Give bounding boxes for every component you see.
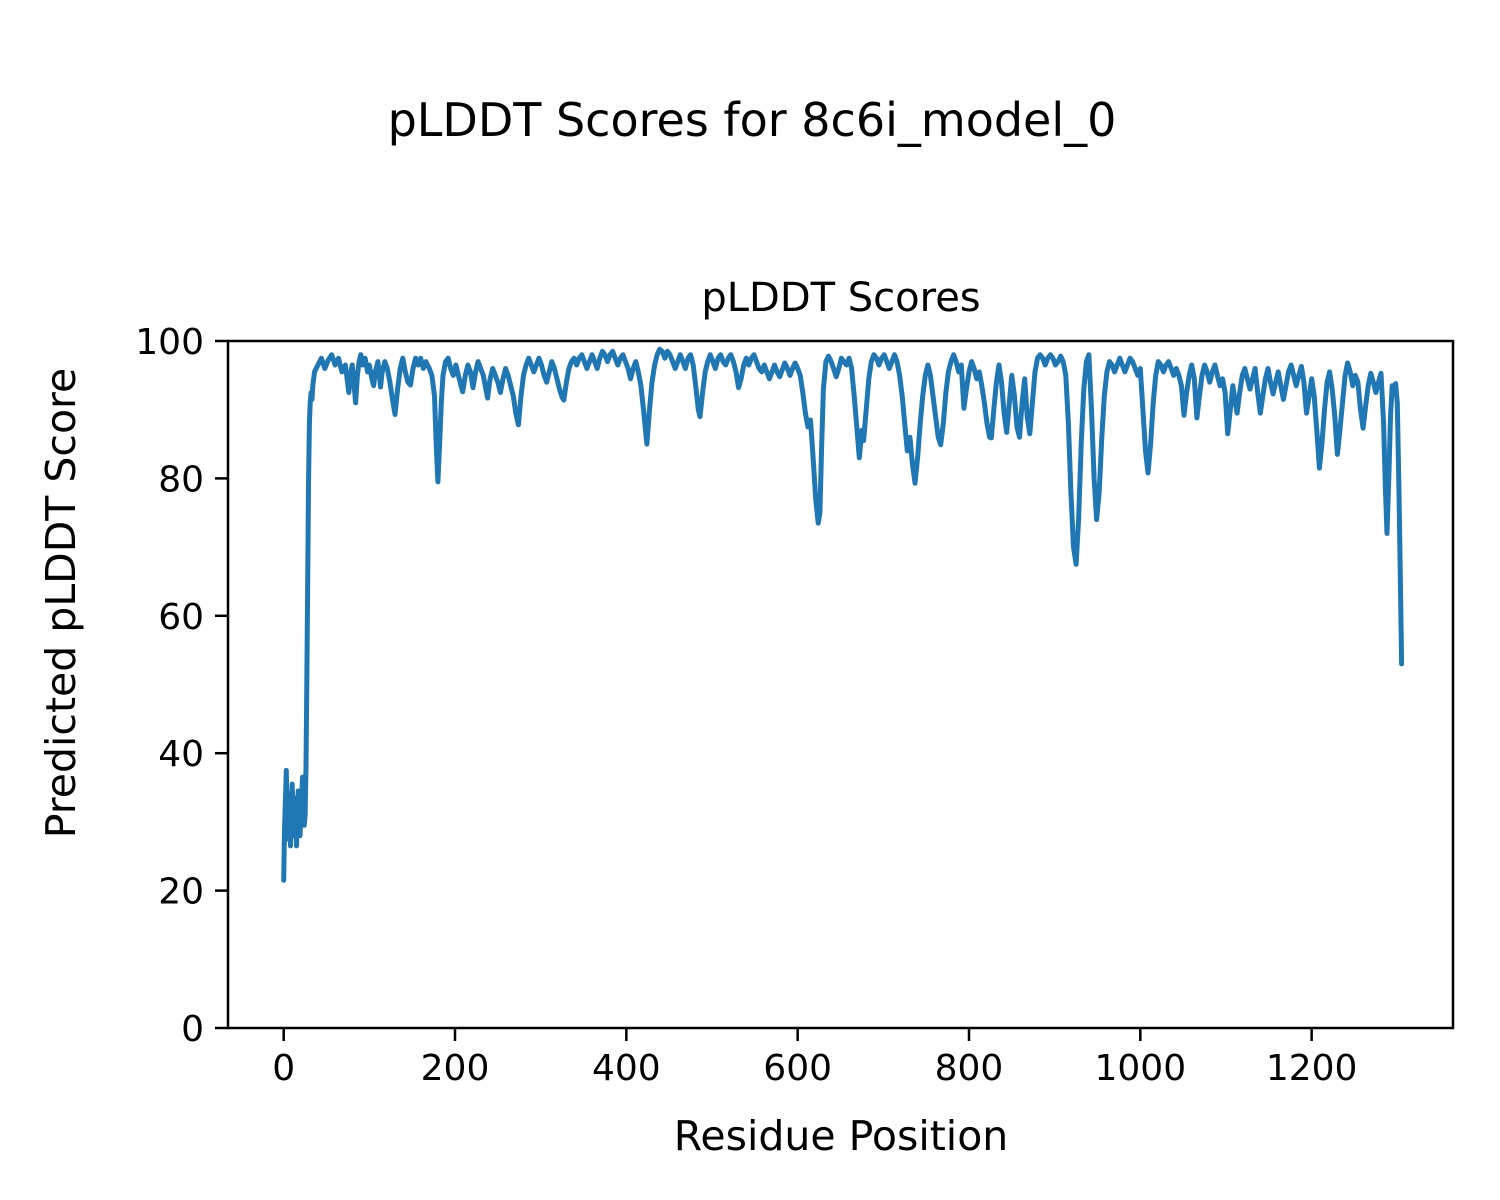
y-tick-label: 40 [158,734,204,775]
x-tick-label: 400 [592,1048,661,1089]
x-axis-ticks: 0 200 400 600 800 1000 1200 [272,1028,1357,1089]
figure-title: pLDDT Scores for 8c6i_model_0 [388,93,1117,147]
x-tick-label: 1000 [1095,1048,1187,1089]
x-tick-label: 200 [421,1048,490,1089]
y-axis-label: Predicted pLDDT Score [37,368,85,838]
plddt-line [281,346,1405,883]
x-axis-label: Residue Position [674,1112,1009,1160]
x-tick-label: 0 [272,1048,295,1089]
y-tick-label: 20 [158,872,204,913]
plot-frame [226,339,1455,1030]
y-tick-label: 60 [158,597,204,638]
x-tick-label: 800 [935,1048,1004,1089]
y-tick-label: 80 [158,459,204,500]
x-tick-label: 600 [763,1048,832,1089]
y-axis-ticks: 0 20 40 60 80 100 [135,322,228,1050]
axes-title: pLDDT Scores [701,275,980,321]
y-tick-label: 0 [181,1009,204,1050]
x-tick-label: 1200 [1266,1048,1358,1089]
y-tick-label: 100 [135,322,204,363]
